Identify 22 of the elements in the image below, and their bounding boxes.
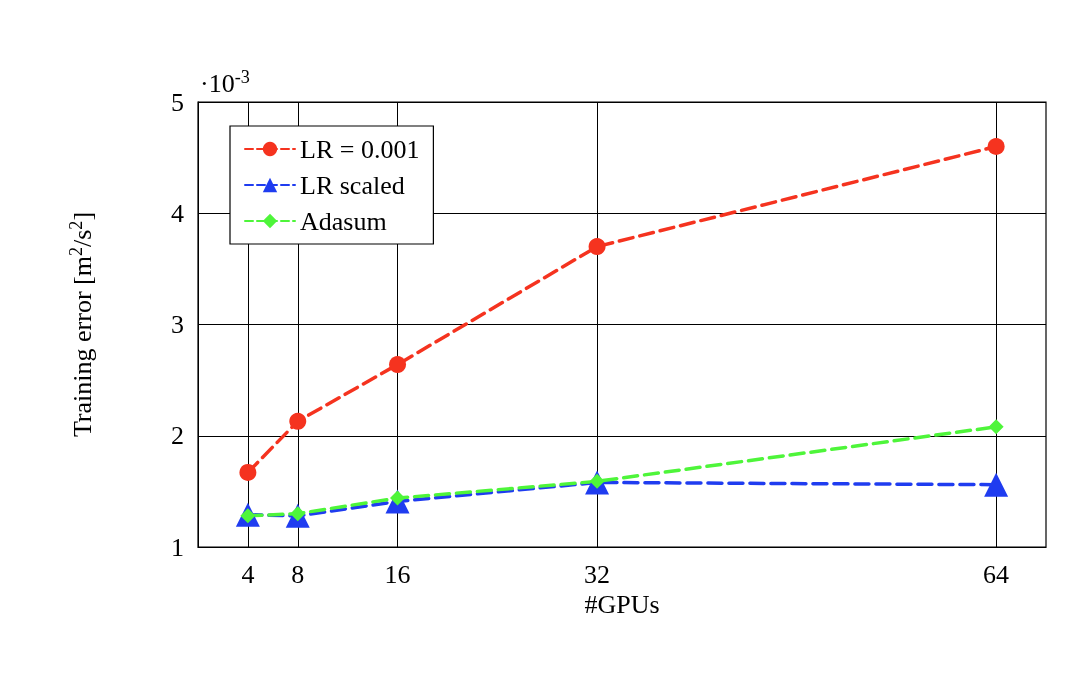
x-tick-label: 8 [291,559,305,589]
x-axis-title: #GPUs [584,590,660,620]
y-tick-label: 2 [171,421,184,451]
legend-label: LR = 0.001 [300,134,420,164]
x-tick-label: 32 [584,559,611,589]
y-tick-label: 5 [171,87,184,117]
point [289,412,307,430]
legend-label: LR scaled [300,170,405,200]
point [588,238,606,256]
x-tick-label: 16 [384,559,411,589]
y-tick-label: 1 [171,532,184,562]
point [389,356,407,374]
point [984,472,1009,497]
legend-label: Adasum [300,206,387,236]
point [987,138,1005,155]
y-axis-title: Training error [m2/s2] [66,211,97,438]
y-tick-label: 3 [171,310,184,339]
x-tick-label: 4 [241,559,255,589]
point [239,463,257,481]
y-tick-label: 4 [171,198,184,228]
point [988,419,1004,435]
x-tick-label: 64 [983,559,1010,589]
